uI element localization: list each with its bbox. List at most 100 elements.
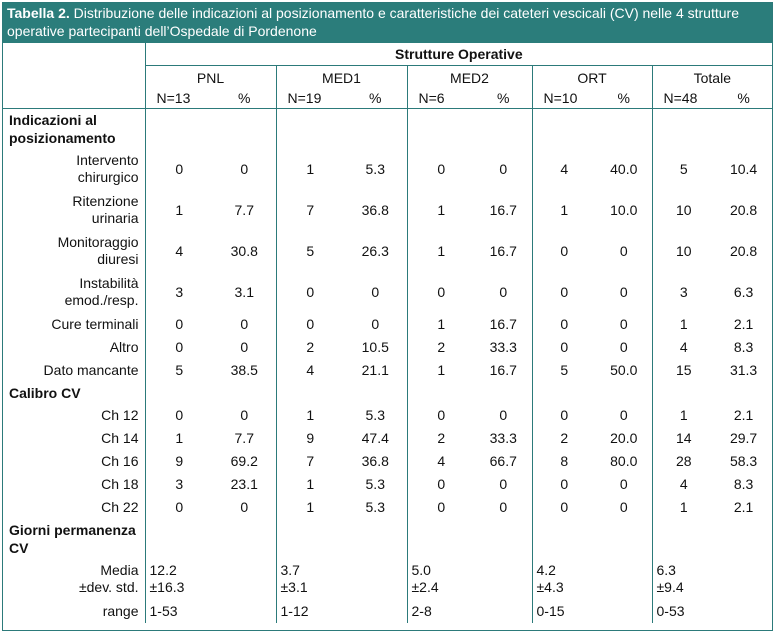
cell: 1: [651, 403, 715, 427]
table-row: Ch 22 0 0 1 5.3 0 0 0 0 1 2.1: [3, 495, 772, 519]
row-label: Ch 16: [101, 452, 139, 469]
cell: 5.0 ±2.4: [406, 558, 532, 600]
cell: 16.7: [489, 316, 517, 332]
row-label: Ch 18: [101, 475, 139, 492]
cell: 0: [499, 407, 508, 423]
cell: 9: [144, 449, 213, 473]
cell: 6.3 ±9.4: [651, 558, 772, 600]
cell: 7: [275, 449, 344, 473]
cell: 8: [531, 449, 596, 473]
cell: 33.3: [489, 430, 517, 446]
cell: 5.3: [365, 476, 385, 492]
cell: 5: [651, 148, 715, 190]
cell: 0: [406, 271, 475, 313]
cell: 20.0: [610, 430, 638, 446]
cell: 0: [406, 472, 475, 496]
table-row: Cure terminali 0 0 0 0 1 16.7 0 0 1 2.1: [3, 312, 772, 336]
cell: 4: [275, 358, 344, 382]
cell: 5: [531, 358, 596, 382]
cell: 66.7: [489, 453, 517, 469]
row-label: range: [102, 602, 139, 619]
section-row-giorni: Giorni permanenza CV: [3, 518, 772, 559]
cell: 10: [651, 230, 715, 272]
row-label: Monitoraggio diuresi: [57, 234, 139, 267]
cell: 1: [651, 312, 715, 336]
cell: 0: [144, 403, 213, 427]
section-label-calibro: Calibro CV: [9, 384, 81, 401]
cell: 20.8: [729, 202, 758, 218]
cell: 10.5: [361, 339, 389, 355]
cell: 0: [240, 499, 249, 515]
table-row: Ch 16 9 69.2 7 36.8 4 66.7 8 80.0 28 58.3: [3, 449, 772, 473]
cell: 0: [619, 499, 628, 515]
cell: 3.7 ±3.1: [275, 558, 407, 600]
cell: 5.3: [365, 161, 385, 177]
cell: 2: [406, 335, 475, 359]
pct-med2: %: [475, 88, 532, 109]
cell: 16.7: [489, 362, 517, 378]
table-row: Ritenzione urinaria 1 7.7 7 36.8 1 16.7 1 10.…: [3, 189, 772, 231]
table-row: Instabilità emod./resp. 3 3.1 0 0 0 0 0 0 3 6.…: [3, 271, 772, 313]
pct-med1: %: [344, 88, 407, 109]
cell: 58.3: [729, 453, 758, 469]
cell: 36.8: [361, 202, 389, 218]
group-header-ort: ORT: [531, 65, 652, 88]
cell: 0: [531, 312, 596, 336]
cell: 5.3: [365, 499, 385, 515]
cell: 26.3: [361, 243, 389, 259]
cell: 29.7: [729, 430, 758, 446]
cell: 0: [275, 271, 344, 313]
row-label: Instabilità emod./resp.: [64, 275, 139, 308]
pct-ort: %: [596, 88, 652, 109]
cell: 0: [406, 495, 475, 519]
cell: 1-12: [275, 599, 407, 623]
cell: 47.4: [361, 430, 389, 446]
cell: 7: [275, 189, 344, 231]
cell: 30.8: [230, 243, 258, 259]
cell: 1: [144, 426, 213, 450]
cell: 0: [531, 495, 596, 519]
cell: 23.1: [230, 476, 258, 492]
cell: 40.0: [610, 161, 638, 177]
group-header-med1: MED1: [275, 65, 407, 88]
row-label: Intervento chirurgico: [76, 152, 139, 185]
table-row: Ch 18 3 23.1 1 5.3 0 0 0 0 4 8.3: [3, 472, 772, 496]
row-label: Dato mancante: [43, 361, 139, 378]
cell: 0: [240, 161, 249, 177]
cell: 0: [371, 316, 380, 332]
row-label: Ritenzione urinaria: [72, 193, 139, 226]
table-row: range 1-53 1-12 2-8 0-15 0-53: [3, 599, 772, 623]
cell: 1: [275, 403, 344, 427]
table-caption: Tabella 2. Distribuzione delle indicazio…: [3, 3, 772, 43]
cell: 21.1: [361, 362, 389, 378]
cell: 5: [144, 358, 213, 382]
row-label: Media ±dev. std.: [78, 562, 139, 595]
cell: 8.3: [733, 339, 754, 355]
section-row-calibro: Calibro CV: [3, 381, 772, 404]
cell: 38.5: [230, 362, 258, 378]
cell: 15: [651, 358, 715, 382]
cell: 1: [144, 189, 213, 231]
cell: 2.1: [733, 407, 754, 423]
cell: 4: [531, 148, 596, 190]
header-row-groups: PNL MED1 MED2 ORT Totale: [3, 65, 772, 88]
cell: 4.2 ±4.3: [531, 558, 652, 600]
cell: 3: [651, 271, 715, 313]
cell: 0: [275, 312, 344, 336]
n-ort: N=10: [531, 88, 596, 109]
group-header-totale: Totale: [651, 65, 772, 88]
cell: 10.0: [610, 202, 638, 218]
group-header-med2: MED2: [406, 65, 532, 88]
cell: 1: [406, 189, 475, 231]
header-row-n: N=13 % N=19 % N=6 % N=10 % N=48 %: [3, 88, 772, 109]
row-label: Altro: [109, 338, 139, 355]
cell: 0: [240, 316, 249, 332]
cell: 0-15: [531, 599, 652, 623]
table-row: Ch 14 1 7.7 9 47.4 2 33.3 2 20.0 14 29.7: [3, 426, 772, 450]
cell: 33.3: [489, 339, 517, 355]
cell: 0: [406, 148, 475, 190]
cell: 1: [275, 495, 344, 519]
cell: 10.4: [729, 161, 758, 177]
section-label-giorni: Giorni permanenza CV: [9, 521, 136, 556]
